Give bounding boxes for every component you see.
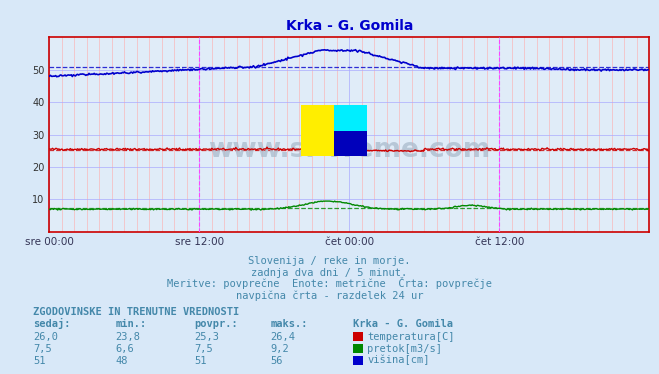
Text: 51: 51 [33, 356, 45, 365]
Bar [334, 131, 367, 156]
Text: Krka - G. Gomila: Krka - G. Gomila [353, 319, 453, 329]
Text: pretok[m3/s]: pretok[m3/s] [367, 344, 442, 353]
Text: maks.:: maks.: [270, 319, 308, 329]
Text: 48: 48 [115, 356, 128, 365]
Text: Meritve: povprečne  Enote: metrične  Črta: povprečje: Meritve: povprečne Enote: metrične Črta:… [167, 277, 492, 289]
Text: 51: 51 [194, 356, 207, 365]
Text: 56: 56 [270, 356, 283, 365]
Bar [301, 105, 334, 156]
Text: Slovenija / reke in morje.: Slovenija / reke in morje. [248, 256, 411, 266]
Text: min.:: min.: [115, 319, 146, 329]
Text: sedaj:: sedaj: [33, 318, 71, 329]
Text: zadnja dva dni / 5 minut.: zadnja dva dni / 5 minut. [251, 268, 408, 278]
Text: 23,8: 23,8 [115, 332, 140, 341]
Text: 25,3: 25,3 [194, 332, 219, 341]
Text: 26,0: 26,0 [33, 332, 58, 341]
Title: Krka - G. Gomila: Krka - G. Gomila [285, 19, 413, 33]
Text: 6,6: 6,6 [115, 344, 134, 353]
Text: 26,4: 26,4 [270, 332, 295, 341]
Text: povpr.:: povpr.: [194, 319, 238, 329]
Text: 7,5: 7,5 [194, 344, 213, 353]
Text: navpična črta - razdelek 24 ur: navpična črta - razdelek 24 ur [236, 291, 423, 301]
Text: ZGODOVINSKE IN TRENUTNE VREDNOSTI: ZGODOVINSKE IN TRENUTNE VREDNOSTI [33, 307, 239, 317]
Text: višina[cm]: višina[cm] [367, 355, 430, 365]
Bar [334, 105, 367, 131]
Text: temperatura[C]: temperatura[C] [367, 332, 455, 341]
Text: www.si-vreme.com: www.si-vreme.com [208, 137, 490, 163]
Text: 9,2: 9,2 [270, 344, 289, 353]
Text: 7,5: 7,5 [33, 344, 51, 353]
